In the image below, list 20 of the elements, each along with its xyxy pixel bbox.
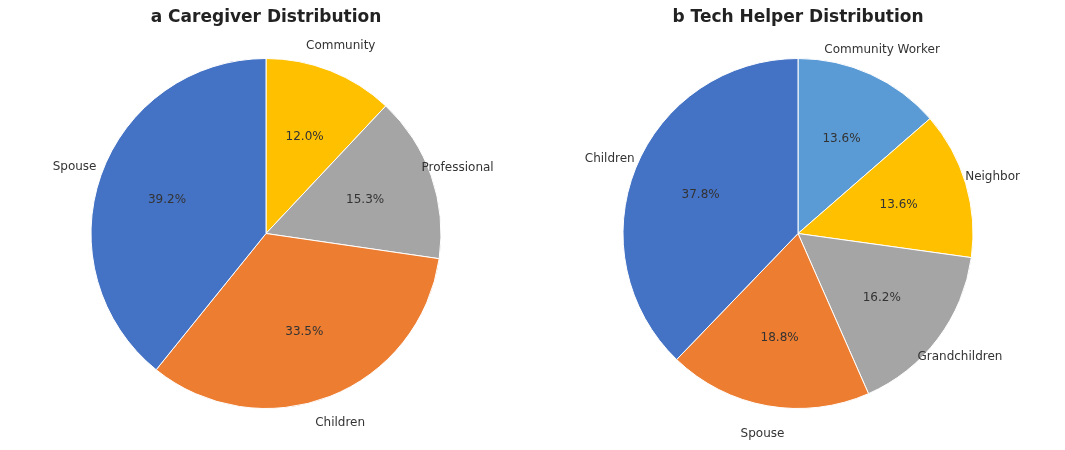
- slice-label: Community Worker: [824, 41, 940, 56]
- slice-label: Children: [315, 415, 366, 430]
- data-label: 33.5%: [285, 324, 324, 339]
- data-label: 16.2%: [862, 289, 901, 304]
- data-label: 39.2%: [147, 191, 187, 206]
- slice-label: Community: [306, 37, 376, 52]
- slice-label: Spouse: [52, 158, 97, 173]
- slice-label: Children: [584, 150, 635, 165]
- data-label: 18.8%: [760, 329, 799, 344]
- data-label: 13.6%: [879, 196, 918, 211]
- slice-label: Professional: [421, 159, 494, 174]
- slice-label: Neighbor: [965, 168, 1021, 183]
- chart-title: b Tech Helper Distribution: [672, 6, 924, 26]
- data-label: 12.0%: [285, 128, 324, 143]
- data-label: 13.6%: [822, 130, 861, 145]
- data-label: 15.3%: [346, 191, 385, 206]
- data-label: 37.8%: [681, 187, 720, 202]
- slice-label: Grandchildren: [917, 348, 1003, 363]
- slice-label: Spouse: [740, 426, 785, 441]
- chart-title: a Caregiver Distribution: [150, 6, 382, 26]
